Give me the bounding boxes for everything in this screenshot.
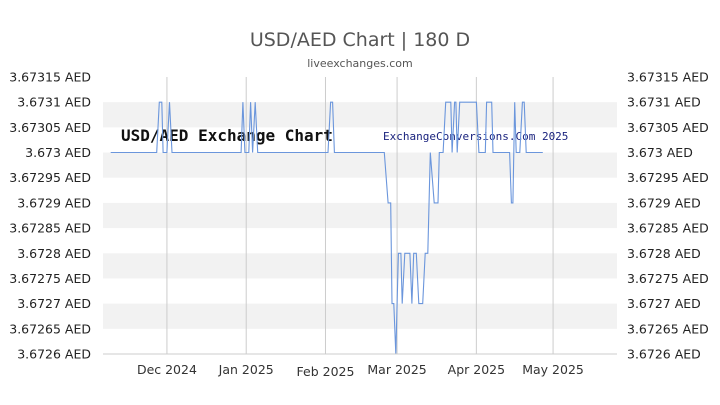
y-tick-label-right: 3.6726 AED (627, 347, 701, 362)
y-tick-label-right: 3.6728 AED (627, 246, 701, 261)
x-tick-label: Apr 2025 (448, 362, 505, 377)
y-tick-label-left: 3.6728 AED (17, 246, 91, 261)
y-tick-label-left: 3.673 AED (25, 145, 91, 160)
y-tick-label-right: 3.6731 AED (627, 95, 701, 110)
y-tick-label-left: 3.67305 AED (9, 120, 91, 135)
y-tick-label-left: 3.67275 AED (9, 271, 91, 286)
y-tick-label-right: 3.67295 AED (627, 170, 709, 185)
y-tick-label-left: 3.6727 AED (17, 296, 91, 311)
y-tick-label-left: 3.6731 AED (17, 95, 91, 110)
y-tick-label-right: 3.67305 AED (627, 120, 709, 135)
grid-band (103, 102, 617, 128)
y-tick-label-right: 3.6729 AED (627, 195, 701, 210)
y-tick-label-left: 3.67285 AED (9, 221, 91, 236)
y-axis-labels: 3.67315 AED 3.67315 AED 3.6731 AED 3.6731 A… (9, 70, 709, 362)
grid-band (103, 303, 617, 329)
y-tick-label-left: 3.67295 AED (9, 170, 91, 185)
x-tick-label: Mar 2025 (367, 362, 426, 377)
y-tick-label-right: 3.67315 AED (627, 70, 709, 85)
x-tick-label: Feb 2025 (297, 364, 355, 379)
chart-subtitle: liveexchanges.com (307, 57, 412, 70)
y-tick-label-left: 3.67315 AED (9, 70, 91, 85)
plot-bands (103, 102, 617, 329)
x-tick-label: Dec 2024 (137, 362, 197, 377)
x-axis-labels: Dec 2024 Jan 2025 Feb 2025 Mar 2025 Apr 2025… (137, 362, 584, 379)
grid-band (103, 202, 617, 229)
y-tick-label-left: 3.6726 AED (17, 347, 91, 362)
watermark-left: USD/AED Exchange Chart (121, 126, 333, 145)
y-tick-label-right: 3.67275 AED (627, 271, 709, 286)
y-tick-label-right: 3.67265 AED (627, 321, 709, 336)
watermark-right: ExchangeConversions.Com 2025 (383, 130, 568, 143)
grid-band (103, 253, 617, 279)
y-tick-label-right: 3.67285 AED (627, 221, 709, 236)
y-tick-label-right: 3.6727 AED (627, 296, 701, 311)
x-tick-label: Jan 2025 (218, 362, 274, 377)
y-tick-label-left: 3.6729 AED (17, 195, 91, 210)
y-tick-label-right: 3.673 AED (627, 145, 693, 160)
y-tick-label-left: 3.67265 AED (9, 321, 91, 336)
chart-title: USD/AED Chart | 180 D (250, 29, 470, 51)
grid-band (103, 152, 617, 178)
series-line (110, 101, 543, 355)
x-tick-label: May 2025 (522, 362, 584, 377)
